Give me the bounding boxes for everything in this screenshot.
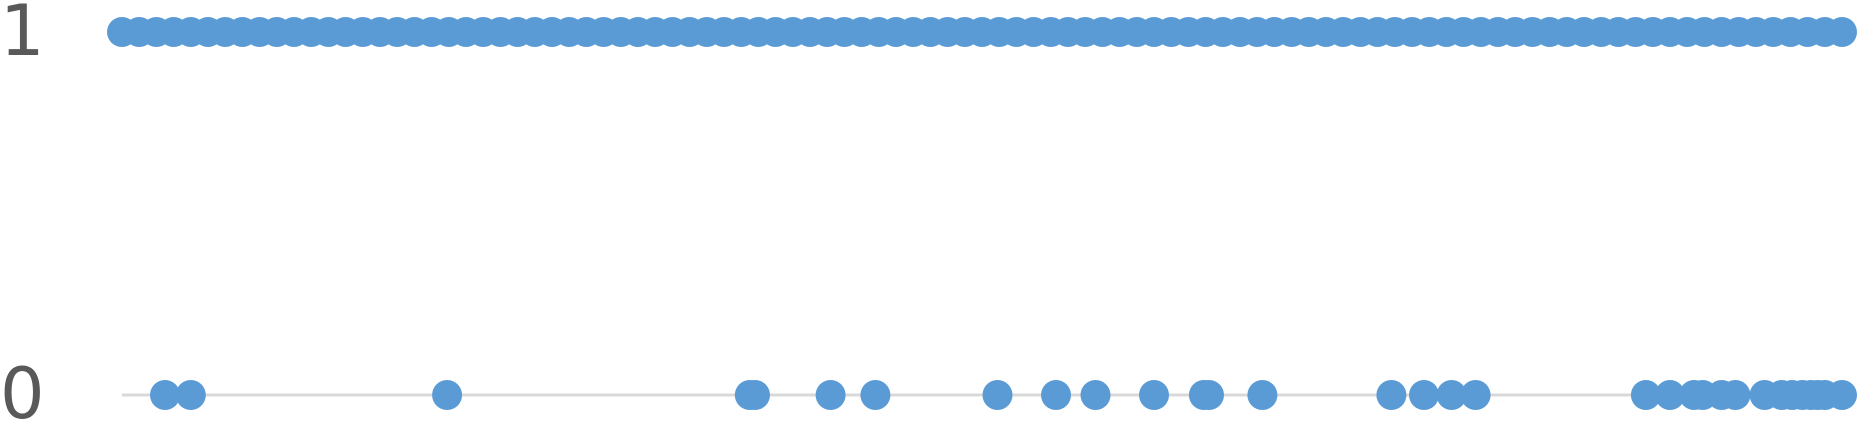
data-point: [1041, 380, 1071, 410]
data-point: [860, 380, 891, 410]
data-point: [1630, 380, 1661, 410]
data-point: [982, 380, 1013, 410]
data-point: [815, 380, 846, 410]
data-point: [175, 380, 206, 410]
data-point: [1720, 380, 1751, 410]
data-point: [1655, 380, 1685, 410]
data-point: [1080, 380, 1111, 410]
data-points: [107, 17, 1857, 410]
data-point: [1247, 380, 1278, 410]
data-point: [740, 380, 770, 410]
data-point: [1376, 380, 1407, 410]
data-point: [1139, 380, 1169, 410]
data-point: [1827, 380, 1857, 410]
y-tick-label-1: 1: [0, 0, 45, 72]
data-point: [432, 380, 463, 410]
data-point: [1460, 380, 1491, 410]
data-point: [1436, 380, 1467, 410]
data-point: [1827, 17, 1857, 47]
y-tick-label-0: 0: [0, 353, 45, 426]
data-point: [150, 380, 180, 410]
data-point: [1409, 380, 1439, 410]
data-point: [1194, 380, 1224, 410]
